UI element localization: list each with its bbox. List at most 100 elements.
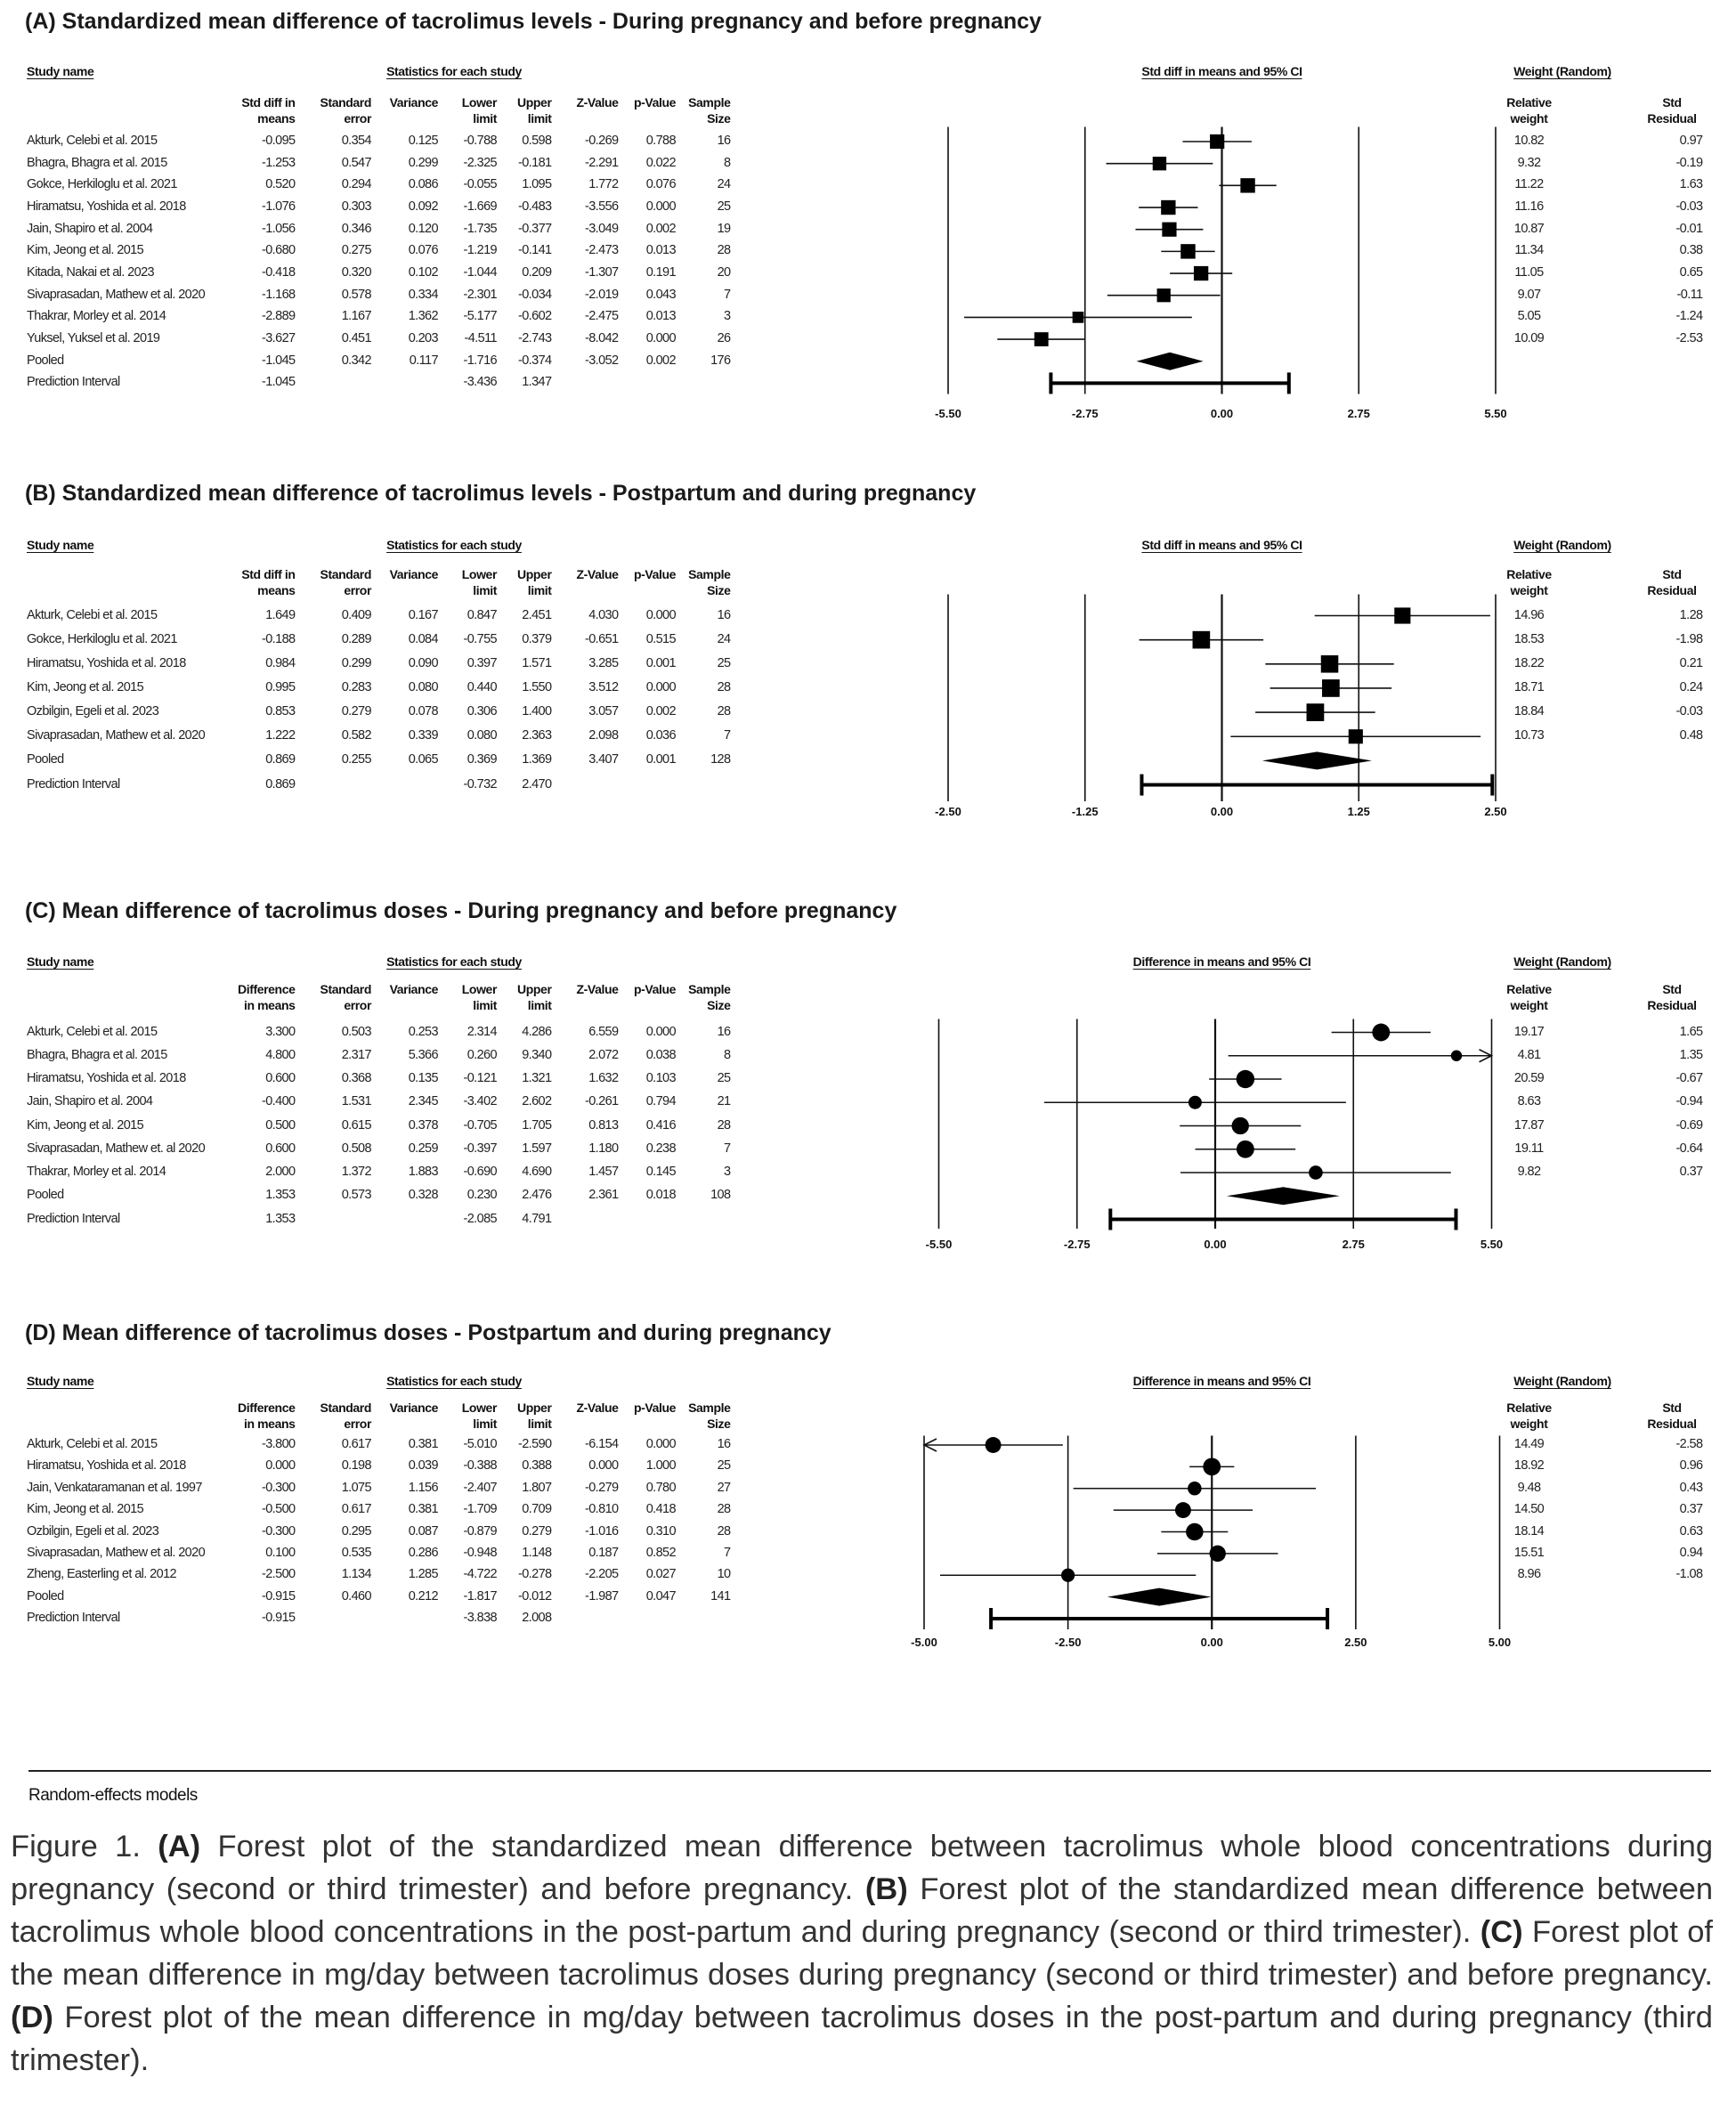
cell-est: -1.076 [261,199,296,215]
cell-se: 1.075 [341,1480,372,1495]
cell-hi: -0.374 [517,353,552,368]
cell-z: 0.187 [588,1545,619,1560]
study-name: Kitada, Nakai et al. 2023 [27,265,155,280]
column-header-est: Std diff in means [241,566,296,597]
std-residual: -0.64 [1675,1141,1703,1156]
cell-p: 0.145 [645,1165,677,1179]
cell-z: 2.361 [588,1188,619,1203]
cell-n: 25 [717,1071,732,1085]
cell-lo: -1.044 [463,265,497,280]
cell-est: -0.188 [261,631,296,646]
plot-header: Std diff in means and 95% CI [1141,538,1302,552]
cell-lo: 0.397 [466,655,498,670]
cell-p: 0.027 [645,1567,677,1582]
cell-hi: 2.363 [522,728,552,743]
cell-hi: 1.807 [522,1480,552,1495]
caption-text: Forest plot of the mean difference in mg… [11,1915,1713,1992]
cell-hi: 0.209 [522,265,552,280]
caption-text: Forest plot of the standardized mean dif… [11,1872,1713,1949]
study-marker-square [1240,178,1255,193]
study-marker-square [1161,199,1176,215]
cell-se: 0.617 [341,1437,372,1451]
cell-var: 0.212 [408,1588,439,1604]
cell-hi: 2.476 [522,1188,552,1203]
cell-se: 0.578 [341,287,372,302]
cell-n: 28 [717,243,732,258]
cell-se: 0.283 [341,679,372,694]
study-name: Akturk, Celebi et al. 2015 [27,607,158,622]
axis-tick-label: 5.00 [1488,1636,1512,1649]
relative-weight: 18.53 [1513,631,1545,646]
cell-p: 1.000 [645,1458,677,1474]
cell-se: 0.198 [341,1458,372,1474]
cell-lo: -0.788 [463,134,497,148]
cell-hi: -0.278 [517,1567,552,1582]
cell-hi: 2.602 [522,1094,552,1109]
cell-lo: 0.847 [466,607,498,622]
std-residual: 0.37 [1679,1165,1703,1179]
cell-hi: -0.483 [517,199,552,215]
cell-hi: 9.340 [522,1047,552,1062]
study-name: Sivaprasadan, Mathew et al. 2020 [27,728,206,743]
study-name-header: Study name [27,63,94,78]
column-header-weight: Relative weight [1506,566,1552,597]
cell-lo: -0.705 [463,1117,497,1133]
std-residual: 1.35 [1679,1047,1703,1062]
study-marker-circle [1188,1095,1202,1109]
cell-hi: 2.451 [522,607,552,622]
cell-p: 0.076 [645,177,677,192]
cell-lo: -2.301 [463,287,497,302]
relative-weight: 11.05 [1514,265,1544,280]
cell-z: -3.556 [584,199,619,215]
cell-est: -0.500 [261,1502,296,1517]
cell-lo: 0.440 [466,679,498,694]
cell-z: 3.512 [588,679,619,694]
cell-est: -0.300 [261,1523,296,1539]
std-residual: 1.28 [1679,607,1703,622]
axis-tick-label: 5.50 [1480,1238,1504,1251]
cell-est: 2.000 [265,1165,296,1179]
cell-lo: -1.735 [463,221,497,236]
relative-weight: 5.05 [1517,309,1541,324]
cell-se: 0.346 [341,221,372,236]
cell-hi: 0.279 [522,1523,552,1539]
cell-n: 7 [724,1141,731,1156]
std-residual: 0.21 [1679,655,1703,670]
cell-p: 0.001 [645,655,677,670]
cell-est: -0.400 [261,1094,296,1109]
std-residual: -0.94 [1675,1094,1703,1109]
relative-weight: 10.87 [1513,221,1545,236]
study-name: Bhagra, Bhagra et al. 2015 [27,155,167,170]
study-marker-circle [1186,1522,1204,1541]
study-name: Prediction Interval [27,1211,120,1226]
relative-weight: 8.63 [1517,1094,1541,1109]
column-header-n: Sample Size [688,95,731,126]
cell-se: 0.409 [341,607,372,622]
cell-z: 3.407 [588,752,619,767]
cell-z: -8.042 [584,331,619,346]
cell-n: 16 [717,134,732,148]
cell-p: 0.000 [645,1024,677,1039]
study-marker-square [1162,222,1177,237]
study-name: Sivaprasadan, Mathew et al. 2020 [27,1545,206,1560]
column-header-p: p-Value [634,982,676,996]
study-name: Kim, Jeong et al. 2015 [27,243,144,258]
caption-panel-label: (C) [1480,1915,1523,1949]
cell-var: 2.345 [408,1094,439,1109]
std-residual: -0.11 [1676,287,1704,302]
stats-header: Statistics for each study [386,538,522,552]
study-marker-circle [1236,1140,1254,1158]
pooled-diamond [1107,1587,1212,1606]
cell-lo: -2.407 [463,1480,497,1495]
study-name-header: Study name [27,538,94,552]
cell-n: 10 [717,1567,732,1582]
panel-title: (B) Standardized mean difference of tacr… [25,480,977,506]
cell-p: 0.238 [645,1141,677,1156]
cell-hi: -2.590 [517,1437,552,1451]
std-residual: 0.37 [1679,1502,1703,1517]
cell-var: 0.092 [408,199,439,215]
cell-se: 0.547 [341,155,372,170]
cell-z: 0.813 [588,1117,619,1133]
axis-tick-label: 0.00 [1204,1238,1227,1251]
cell-est: -1.253 [261,155,296,170]
